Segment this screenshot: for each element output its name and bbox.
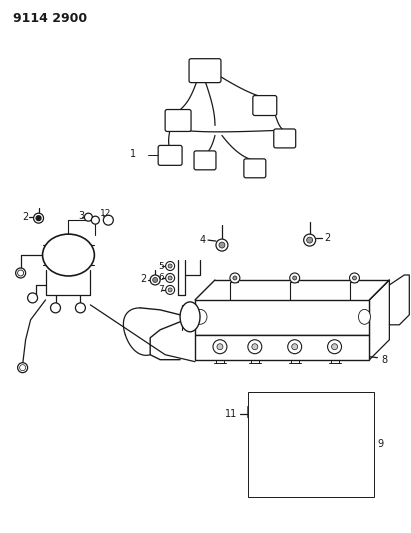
Circle shape	[36, 216, 41, 221]
Circle shape	[166, 262, 175, 270]
Circle shape	[150, 275, 160, 285]
Text: 9: 9	[377, 439, 383, 449]
FancyBboxPatch shape	[253, 95, 277, 116]
Text: 7: 7	[158, 285, 164, 294]
Text: 3: 3	[79, 211, 85, 221]
Circle shape	[34, 213, 44, 223]
Bar	[195, 300, 369, 335]
Circle shape	[168, 264, 172, 268]
Circle shape	[84, 213, 92, 221]
Text: 1: 1	[130, 149, 136, 159]
Circle shape	[51, 303, 60, 313]
Ellipse shape	[256, 484, 268, 490]
Text: 11: 11	[225, 409, 237, 419]
FancyBboxPatch shape	[189, 59, 221, 83]
Circle shape	[166, 286, 175, 294]
Circle shape	[293, 276, 297, 280]
Circle shape	[216, 239, 228, 251]
Circle shape	[349, 273, 360, 283]
FancyBboxPatch shape	[194, 151, 216, 170]
Ellipse shape	[251, 482, 273, 492]
Bar	[248, 392, 374, 497]
Circle shape	[20, 365, 25, 370]
Circle shape	[304, 234, 316, 246]
Ellipse shape	[358, 309, 370, 324]
Circle shape	[213, 340, 227, 354]
Text: 10: 10	[290, 395, 301, 404]
Circle shape	[16, 268, 25, 278]
Circle shape	[168, 288, 172, 292]
Text: 9114 2900: 9114 2900	[13, 12, 87, 26]
Circle shape	[28, 293, 37, 303]
Ellipse shape	[43, 234, 95, 276]
Text: 4: 4	[200, 235, 206, 245]
Text: 6: 6	[158, 273, 164, 282]
Circle shape	[91, 216, 99, 224]
Ellipse shape	[180, 302, 200, 332]
Ellipse shape	[193, 309, 207, 324]
Circle shape	[248, 340, 262, 354]
Text: 5: 5	[158, 262, 164, 271]
FancyBboxPatch shape	[274, 129, 296, 148]
Circle shape	[18, 270, 23, 276]
Circle shape	[168, 276, 172, 280]
Bar	[249, 422, 275, 439]
Text: 2: 2	[140, 274, 146, 284]
Text: 10: 10	[290, 483, 301, 492]
FancyBboxPatch shape	[158, 146, 182, 165]
Ellipse shape	[253, 410, 271, 418]
Circle shape	[230, 273, 240, 283]
Circle shape	[166, 273, 175, 282]
Circle shape	[217, 344, 223, 350]
Text: 2: 2	[23, 212, 29, 222]
Circle shape	[103, 215, 113, 225]
Circle shape	[332, 344, 337, 350]
FancyBboxPatch shape	[165, 110, 191, 132]
Ellipse shape	[256, 397, 268, 402]
Circle shape	[328, 340, 342, 354]
Circle shape	[307, 237, 313, 243]
Circle shape	[288, 340, 302, 354]
Circle shape	[152, 278, 158, 282]
Ellipse shape	[251, 394, 273, 405]
Bar	[195, 335, 369, 360]
Circle shape	[290, 273, 300, 283]
Polygon shape	[369, 280, 389, 360]
Circle shape	[292, 344, 298, 350]
Bar	[252, 423, 272, 438]
Circle shape	[233, 276, 237, 280]
Circle shape	[219, 242, 225, 248]
Circle shape	[76, 303, 85, 313]
Text: 12: 12	[100, 209, 112, 217]
Text: 2: 2	[325, 233, 331, 243]
Circle shape	[252, 344, 258, 350]
Circle shape	[18, 362, 28, 373]
Text: 8: 8	[381, 354, 388, 365]
Bar	[275, 427, 289, 443]
FancyBboxPatch shape	[244, 159, 266, 178]
Circle shape	[353, 276, 356, 280]
